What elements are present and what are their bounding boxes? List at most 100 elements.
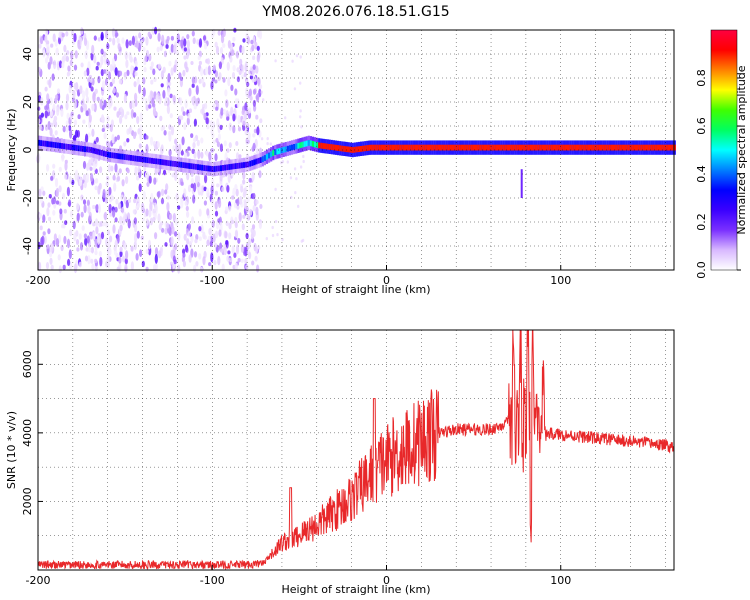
spectrogram-ridge-cell (408, 144, 411, 151)
spectrogram-noise-cell (252, 99, 256, 107)
spectrogram-noise-cell (47, 202, 51, 208)
spectrogram-noise-cell (86, 67, 90, 77)
spectrogram-ridge-cell (81, 146, 85, 152)
spectrogram-noise-cell (40, 36, 44, 45)
spectrogram-noise-cell (128, 126, 132, 135)
spectrogram-noise-cell (76, 202, 80, 211)
spectrogram-noise-cell (88, 159, 92, 167)
spectrogram-noise-cell (46, 43, 50, 54)
spectrogram-noise-cell (195, 98, 199, 107)
spectrogram-noise-cell (82, 160, 87, 170)
spectrogram-ridge-cell (621, 144, 624, 151)
spectrogram-noise-cell (108, 197, 112, 203)
spectrogram-noise-cell (166, 105, 170, 115)
spectrogram-noise-cell (115, 32, 119, 37)
spectrogram-ridge-cell (544, 144, 547, 151)
spectrogram-ridge-cell (157, 158, 160, 165)
spectrogram-noise-cell (81, 98, 85, 108)
spectrogram-noise-cell (192, 142, 196, 149)
spectrogram-noise-cell (212, 139, 216, 144)
spectrogram-noise-cell (254, 255, 258, 262)
spectrogram-ridge-cell (234, 163, 237, 169)
spectrogram-noise-cell (52, 119, 57, 125)
spectrogram-noise-cell (104, 198, 108, 204)
y-tick-label: -40 (21, 237, 34, 255)
spectrogram-noise-cell (259, 204, 263, 209)
spectrogram-noise-cell (62, 125, 66, 133)
spectrogram-ridge-cell (527, 144, 530, 151)
spectrogram-ridge-cell (537, 144, 540, 151)
spectrogram-ridge-cell (297, 142, 300, 149)
spectrogram-ridge-cell (464, 144, 467, 151)
spectrogram-ridge-cell (173, 161, 177, 167)
spectrogram-noise-cell (85, 247, 89, 252)
spectrogram-noise-cell (38, 188, 42, 197)
spectrogram-noise-cell (105, 30, 109, 40)
spectrogram-noise-cell (128, 40, 132, 46)
spectrogram-noise-cell (174, 138, 178, 145)
spectrogram-noise-cell (258, 170, 262, 179)
spectrogram-ridge-cell (502, 144, 505, 151)
spectrogram-noise-cell (248, 88, 252, 97)
spectrogram-noise-cell (231, 49, 235, 56)
spectrogram-noise-cell (80, 211, 84, 218)
spectrogram-noise-cell (60, 244, 64, 252)
spectrogram-noise-cell (124, 114, 128, 120)
spectrogram-noise-cell (90, 86, 94, 92)
spectrogram-ridge-cell (454, 144, 457, 151)
spectrogram-noise-cell (109, 81, 113, 87)
spectrogram-noise-cell (196, 39, 200, 45)
spectrogram-ridge-cell (299, 142, 302, 149)
spectrogram-noise-cell (164, 242, 168, 247)
spectrogram-ridge-cell (355, 146, 358, 153)
spectrogram-noise-cell (83, 37, 88, 47)
spectrogram-noise-cell (125, 39, 129, 49)
spectrogram-noise-cell (119, 224, 123, 232)
spectrogram-noise-cell (235, 244, 240, 255)
spectrogram-noise-cell (160, 83, 164, 88)
spectrogram-noise-cell (299, 55, 302, 59)
spectrogram-ridge-cell (391, 144, 394, 151)
spectrogram-ridge-cell (669, 144, 672, 151)
spectrogram-ridge-cell (253, 159, 256, 166)
spectrogram-ridge-cell (61, 143, 64, 149)
spectrogram-noise-cell (150, 192, 154, 203)
spectrogram-noise-cell (188, 87, 192, 97)
spectrogram-ridge-cell (558, 144, 561, 151)
spectrogram-noise-cell (291, 59, 294, 63)
spectrogram-noise-cell (180, 115, 184, 121)
spectrogram-noise-cell (234, 88, 238, 96)
spectrogram-ridge-cell (587, 144, 591, 151)
spectrogram-ridge-cell (472, 144, 476, 151)
spectrogram-noise-cell (88, 247, 92, 253)
spectrogram-noise-cell (151, 97, 155, 107)
spectrogram-ridge-cell (372, 144, 375, 151)
spectrogram-ridge-cell (529, 144, 532, 151)
spectrogram-noise-cell (212, 121, 216, 129)
spectrogram-ridge-cell (142, 156, 145, 163)
spectrogram-noise-cell (183, 188, 187, 198)
spectrogram-noise-cell (241, 74, 245, 80)
spectrogram-noise-cell (182, 69, 186, 77)
spectrogram-ridge-cell (291, 144, 294, 151)
spectrogram-noise-cell (186, 151, 190, 157)
spectrogram-noise-cell (214, 201, 218, 210)
spectrogram-noise-cell (55, 187, 60, 198)
spectrogram-ridge-cell (111, 152, 114, 159)
spectrogram-ridge-cell (217, 165, 220, 172)
spectrogram-ridge-cell (439, 144, 442, 151)
spectrogram-noise-cell (128, 51, 132, 61)
spectrogram-ridge-cell (320, 142, 323, 149)
spectrogram-ridge-cell (583, 144, 586, 151)
spectrogram-ridge-cell (667, 144, 670, 151)
spectrogram-noise-cell (210, 198, 215, 206)
spectrogram-noise-cell (180, 150, 184, 156)
spectrogram-ridge-cell (590, 144, 593, 151)
spectrogram-noise-cell (256, 45, 260, 52)
spectrogram-noise-cell (77, 39, 81, 50)
spectrogram-ridge-cell (475, 144, 478, 151)
spectrogram-noise-cell (212, 103, 216, 110)
spectrogram-noise-cell (110, 165, 114, 172)
spectrogram-noise-cell (198, 253, 202, 260)
spectrogram-ridge-cell (339, 145, 342, 152)
